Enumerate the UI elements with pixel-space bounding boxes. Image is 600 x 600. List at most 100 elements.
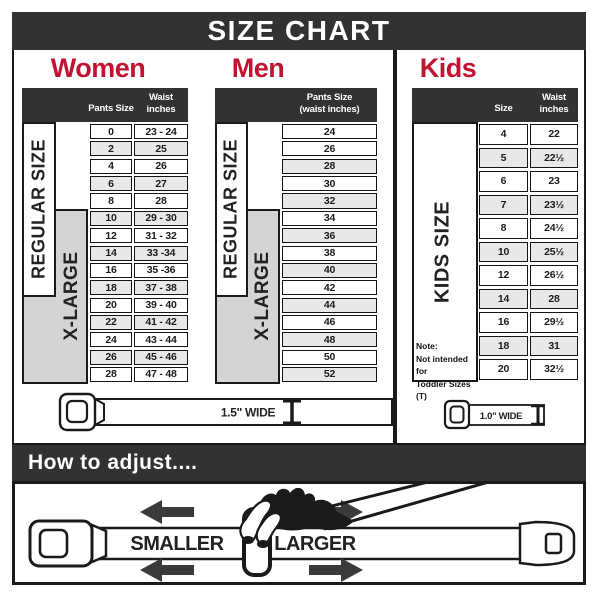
- kids-belt-width-label: 1.0" WIDE: [480, 411, 522, 422]
- women-row-1-size: 2: [90, 141, 132, 157]
- men-row-4-value: 32: [282, 193, 377, 209]
- women-row-12-waist: 43 - 44: [134, 332, 188, 348]
- women-row-10-waist: 39 - 40: [134, 297, 188, 313]
- kids-row-10-size: 20: [479, 359, 528, 380]
- men-row-5-value: 34: [282, 210, 377, 226]
- kids-row-6-waist: 26½: [530, 265, 578, 286]
- women-row-13-size: 26: [90, 349, 132, 365]
- smaller-label: SMALLER: [130, 533, 224, 555]
- adult-belt-illustration: 1.5" WIDE: [58, 392, 393, 432]
- women-row-2-size: 4: [90, 158, 132, 174]
- arrow-left-icon: [140, 500, 194, 524]
- kids-row-1-size: 5: [479, 147, 528, 169]
- kids-row-2-waist: 23: [530, 171, 578, 192]
- men-col-header-line2: (waist inches): [299, 104, 360, 115]
- kids-note: Note: Not intended for Toddler Sizes (T): [416, 340, 478, 403]
- section-divider: [393, 50, 397, 443]
- men-regular-box: [215, 122, 248, 297]
- men-col-header-line1: Pants Size: [306, 92, 353, 103]
- men-row-3-value: 30: [282, 176, 377, 192]
- kids-width-measure-icon: [531, 404, 545, 426]
- kids-note-line1: Note:: [416, 341, 438, 351]
- kids-seatbelt-buckle-icon: [443, 399, 471, 430]
- women-col-pants-size: Pants Size: [88, 103, 134, 114]
- kids-row-9-size: 18: [479, 335, 528, 357]
- kids-row-4-size: 8: [479, 218, 528, 239]
- kids-col-size: Size: [494, 103, 513, 114]
- women-heading: Women: [50, 53, 146, 83]
- kids-col-waist-line1: Waist: [542, 92, 566, 103]
- men-row-1-value: 26: [282, 141, 377, 157]
- kids-row-10-waist: 32½: [530, 359, 578, 380]
- kids-row-6-size: 12: [479, 265, 528, 286]
- seatbelt-buckle-icon: [58, 392, 105, 432]
- men-row-0-value: 24: [282, 124, 377, 140]
- arrow-right-icon: [309, 558, 363, 582]
- women-row-4-size: 8: [90, 193, 132, 209]
- women-row-9-waist: 37 - 38: [134, 280, 188, 296]
- kids-row-8-size: 16: [479, 312, 528, 333]
- page-title: SIZE CHART: [207, 15, 391, 46]
- kids-col-waist-line2: inches: [539, 104, 569, 115]
- women-row-13-waist: 45 - 46: [134, 349, 188, 365]
- women-row-2-waist: 26: [134, 158, 188, 174]
- kids-row-3-size: 7: [479, 194, 528, 216]
- kids-row-7-size: 14: [479, 288, 528, 310]
- women-row-0-size: 0: [90, 124, 132, 140]
- men-row-9-value: 42: [282, 280, 377, 296]
- adult-belt-strap: [92, 398, 393, 426]
- women-row-11-size: 22: [90, 314, 132, 331]
- men-row-13-value: 50: [282, 349, 377, 365]
- kids-row-5-size: 10: [479, 241, 528, 263]
- men-row-6-value: 36: [282, 228, 377, 244]
- women-row-7-size: 14: [90, 245, 132, 261]
- kids-row-4-waist: 24½: [530, 218, 578, 239]
- women-row-5-waist: 29 - 30: [134, 210, 188, 226]
- women-col-waist-line2: inches: [146, 104, 176, 115]
- adult-belt-width-label: 1.5" WIDE: [221, 406, 276, 420]
- men-row-8-value: 40: [282, 262, 377, 278]
- women-row-7-waist: 33 -34: [134, 245, 188, 261]
- men-row-10-value: 44: [282, 297, 377, 313]
- women-row-3-size: 6: [90, 176, 132, 192]
- adjust-buckle-icon: [28, 519, 108, 568]
- kids-heading: Kids: [419, 53, 477, 83]
- women-row-3-waist: 27: [134, 176, 188, 192]
- title-bar: SIZE CHART: [12, 12, 586, 50]
- width-measure-icon: [283, 399, 301, 425]
- kids-row-5-waist: 25½: [530, 241, 578, 263]
- women-row-14-waist: 47 - 48: [134, 366, 188, 383]
- kids-belt-illustration: 1.0" WIDE: [443, 399, 545, 430]
- men-row-14-value: 52: [282, 366, 377, 383]
- kids-row-7-waist: 28: [530, 288, 578, 310]
- men-row-7-value: 38: [282, 245, 377, 261]
- men-row-12-value: 48: [282, 332, 377, 348]
- women-row-12-size: 24: [90, 332, 132, 348]
- women-row-8-waist: 35 -36: [134, 262, 188, 278]
- women-row-11-waist: 41 - 42: [134, 314, 188, 331]
- adjust-illustration: SMALLER LARGER: [28, 481, 576, 582]
- women-row-9-size: 18: [90, 280, 132, 296]
- kids-row-8-waist: 29½: [530, 312, 578, 333]
- men-table-header: [215, 88, 377, 122]
- kids-row-0-waist: 22: [530, 124, 578, 145]
- kids-row-9-waist: 31: [530, 335, 578, 357]
- larger-label: LARGER: [274, 533, 357, 555]
- kids-row-3-waist: 23½: [530, 194, 578, 216]
- kids-row-0-size: 4: [479, 124, 528, 145]
- women-row-1-waist: 25: [134, 141, 188, 157]
- kids-row-1-waist: 22½: [530, 147, 578, 169]
- men-row-2-value: 28: [282, 158, 377, 174]
- women-col-waist-line1: Waist: [149, 92, 173, 103]
- women-row-0-waist: 23 - 24: [134, 124, 188, 140]
- women-row-6-waist: 31 - 32: [134, 228, 188, 244]
- women-regular-box: [22, 122, 56, 297]
- hand-icon: [239, 481, 493, 548]
- men-row-11-value: 46: [282, 314, 377, 331]
- women-row-4-waist: 28: [134, 193, 188, 209]
- women-row-8-size: 16: [90, 262, 132, 278]
- women-row-10-size: 20: [90, 297, 132, 313]
- women-row-14-size: 28: [90, 366, 132, 383]
- kids-table-header: [412, 88, 578, 122]
